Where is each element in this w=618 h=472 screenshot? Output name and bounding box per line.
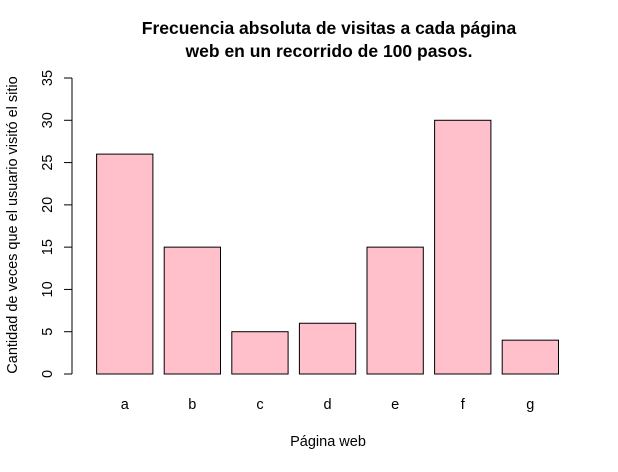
x-tick-label-f: f	[461, 397, 466, 413]
y-tick-label: 15	[40, 239, 56, 255]
y-tick-label: 10	[40, 281, 56, 297]
x-axis-label: Página web	[290, 434, 366, 450]
bars	[96, 119, 560, 375]
x-tick-label-d: d	[324, 397, 332, 413]
chart-title-line-1: Frecuencia absoluta de visitas a cada pá…	[142, 18, 517, 38]
bar-a	[96, 153, 154, 375]
x-tick-label-e: e	[391, 397, 399, 413]
y-axis: 0 5 10 15 20 25 30 35	[40, 70, 73, 378]
x-tick-label-b: b	[188, 397, 196, 413]
x-tick-labels: a b c d e f g	[121, 397, 535, 413]
y-tick-label: 5	[40, 328, 56, 336]
x-tick-label-g: g	[526, 397, 534, 413]
y-tick-label: 30	[40, 112, 56, 128]
bar-e	[366, 246, 424, 375]
y-tick-label: 20	[40, 197, 56, 213]
bar-d	[298, 322, 357, 375]
y-axis-label: Cantidad de veces que el usuario visitó …	[5, 76, 21, 373]
y-tick-label: 35	[40, 70, 56, 86]
y-tick-label: 0	[40, 370, 56, 378]
y-tick-label: 25	[40, 155, 56, 171]
bar-f	[434, 119, 492, 375]
chart-title-line-2: web en un recorrido de 100 pasos.	[185, 41, 473, 61]
bar-b	[163, 246, 221, 375]
bar-g	[501, 339, 560, 375]
bar-c	[231, 331, 289, 375]
chart-title: Frecuencia absoluta de visitas a cada pá…	[142, 18, 517, 61]
x-tick-label-a: a	[121, 397, 130, 413]
x-tick-label-c: c	[256, 397, 263, 413]
